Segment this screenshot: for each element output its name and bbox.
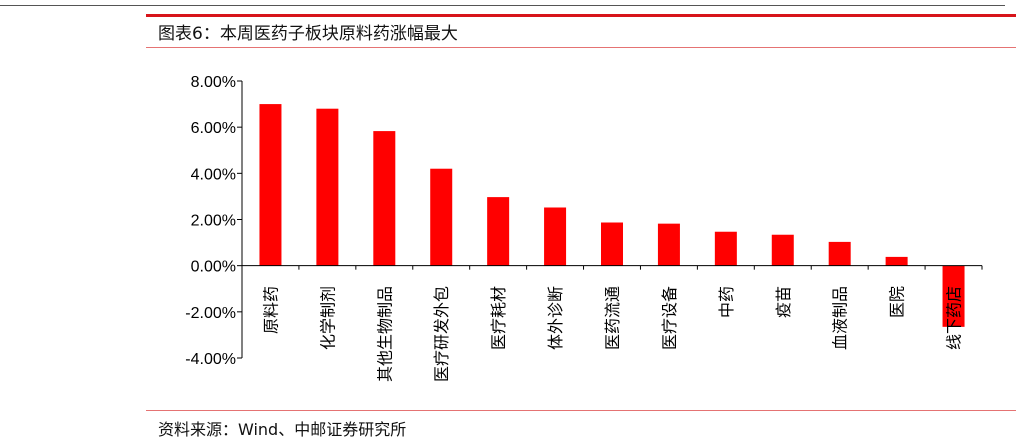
title-bottom-rule (146, 47, 1016, 48)
source-rule (146, 410, 1016, 411)
top-divider (0, 5, 1005, 6)
x-category-label: 医疗耗材 (489, 286, 508, 350)
y-tick-label: 0.00% (191, 259, 236, 276)
y-tick-label: 8.00% (191, 74, 236, 91)
x-category-label: 线下药店 (945, 286, 964, 350)
x-category-label: 医疗设备 (660, 286, 679, 350)
bar (714, 231, 737, 266)
bar (373, 131, 396, 266)
bar (430, 168, 453, 266)
bar (885, 256, 908, 266)
y-tick-label: -4.00% (185, 351, 236, 368)
bar (828, 241, 851, 266)
bar (771, 234, 794, 266)
bar (316, 108, 339, 266)
y-tick-label: 6.00% (191, 120, 236, 137)
x-category-label: 化学制剂 (318, 286, 337, 350)
y-tick-label: 2.00% (191, 213, 236, 230)
bar (544, 207, 567, 266)
x-category-label: 医药流通 (603, 286, 622, 350)
x-category-label: 中药 (717, 286, 736, 318)
y-tick-label: 4.00% (191, 166, 236, 183)
source-note: 资料来源：Wind、中邮证券研究所 (158, 420, 407, 439)
bar (487, 197, 510, 266)
x-category-label: 医疗研发外包 (432, 286, 451, 382)
x-category-label: 疫苗 (774, 286, 793, 318)
y-tick-label: -2.00% (185, 305, 236, 322)
x-category-label: 体外诊断 (546, 286, 565, 350)
x-category-label: 原料药 (261, 286, 280, 334)
bar (601, 222, 623, 266)
title-rule (146, 14, 1016, 17)
x-category-label: 血液制品 (831, 286, 850, 350)
figure-title: 图表6：本周医药子板块原料药涨幅最大 (158, 24, 458, 44)
bar (259, 104, 282, 266)
bar (657, 223, 680, 266)
bar (942, 265, 965, 327)
x-category-label: 其他生物制品 (375, 286, 394, 382)
x-category-label: 医院 (888, 286, 907, 318)
